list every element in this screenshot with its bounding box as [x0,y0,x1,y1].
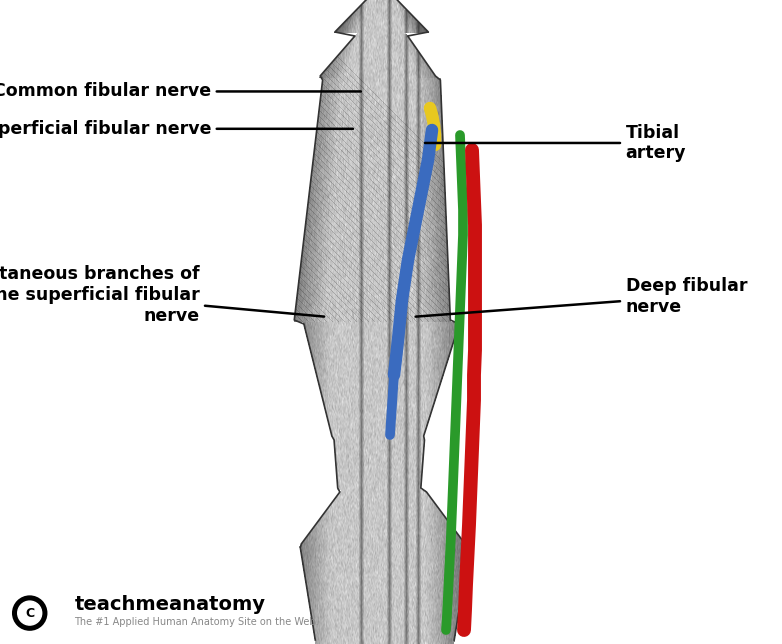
Circle shape [14,597,45,629]
Text: Cutaneous branches of
the superficial fibular
nerve: Cutaneous branches of the superficial fi… [0,265,324,325]
Text: teachmeanatomy: teachmeanatomy [74,594,265,614]
Text: Deep fibular
nerve: Deep fibular nerve [416,277,747,317]
Circle shape [18,601,41,625]
Text: Superficial fibular nerve: Superficial fibular nerve [0,120,353,138]
Text: Common fibular nerve: Common fibular nerve [0,82,361,100]
Text: The #1 Applied Human Anatomy Site on the Web.: The #1 Applied Human Anatomy Site on the… [74,617,319,627]
Text: C: C [25,607,34,620]
Text: Tibial
artery: Tibial artery [425,124,686,162]
